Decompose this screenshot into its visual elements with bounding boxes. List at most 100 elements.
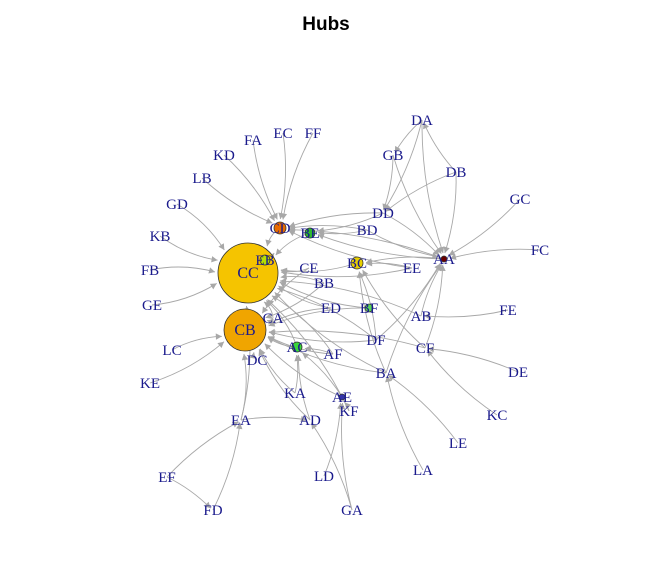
arrowhead-LB-CD [265,217,273,224]
arrowhead-GC-AA [448,249,456,256]
edge-CF-AA [424,264,444,349]
edge-BB-CB [265,282,325,319]
node-label-FA: FA [244,133,262,149]
edge-KC-CF [426,349,498,416]
node-label-EE: EE [403,261,421,277]
arrowhead-DE-CF [427,346,435,353]
node-label-KC: KC [487,408,508,424]
edge-DB-DD [385,171,457,212]
edge-CF-BC [362,269,426,349]
edge-FA-CD [252,139,278,220]
node-label-KE: KE [140,376,160,392]
arrowhead-GD-CC [218,243,225,251]
edge-FD-EA [212,422,241,511]
arrowhead-LE-BA [388,375,395,382]
edge-DD-CD [288,212,384,228]
edge-DA-AA [421,119,444,254]
edge-LD-AE [323,402,342,477]
node-label-LE: LE [449,436,467,452]
node-label-AA: AA [433,252,455,268]
node-label-BA: BA [376,366,397,382]
node-EB [259,254,271,266]
arrowhead-CE-CB [262,306,269,314]
arrowhead-AE-AC [302,352,310,360]
edge-BF-CB [268,307,370,327]
arrowhead-DA-GB [394,145,401,153]
arrowhead-CA-CB [267,318,274,326]
arrowhead-AE-CB [264,343,272,351]
arrowhead-KE-CB [217,341,225,349]
arrowhead-FB-CC [208,267,216,274]
edge-DD-AA [382,212,440,256]
node-label-DA: DA [411,113,433,129]
node-label-AE: AE [332,390,352,406]
edge-FE-AB [423,309,509,318]
node-label-EF: EF [158,470,176,486]
arrowhead-KF-CC [267,299,275,307]
node-label-AB: AB [411,309,432,325]
edge-EE-CD [288,230,413,269]
arrowhead-EA-CB [241,353,249,361]
edge-AA-BC [365,256,445,264]
node-label-BC: BC [347,256,367,272]
arrowhead-AF-AC [304,345,311,352]
edge-LB-CD [201,177,273,224]
node-label-KD: KD [213,148,235,164]
arrowhead-AA-BE [317,233,325,240]
edge-GD-CC [176,203,225,251]
arrowhead-GB-DD [382,203,389,211]
edge-DF-CC [277,287,377,341]
arrowhead-DB-DA [423,122,429,130]
edge-EF-EA [166,421,239,478]
arrowhead-EA-AD [300,415,307,423]
node-label-CE: CE [299,261,318,277]
arrowhead-BF-CC [279,282,287,288]
arrowhead-LA-BA [385,375,392,383]
arrowhead-AA-BC [365,258,373,265]
arrowhead-GE-CC [209,283,217,290]
node-label-AC: AC [287,340,308,356]
node-label-FC: FC [531,243,549,259]
node-label-KA: KA [284,386,306,402]
arrowhead-AC-CB [267,337,275,344]
node-label-DE: DE [508,365,528,381]
edge-FB-CC [149,266,216,273]
edge-BC-CC [280,262,358,272]
node-BE [304,227,316,239]
arrowhead-KB-CC [211,256,218,263]
edge-AD-CB [258,349,311,421]
node-CD [273,221,287,235]
edge-GC-AA [448,198,521,256]
arrowhead-FF-CD [280,213,288,220]
arrowhead-EF-FD [204,501,211,509]
edge-KE-CB [149,341,225,384]
node-label-FF: FF [305,126,322,142]
arrowhead-BA-CC [274,292,282,299]
edge-GB-AA [392,154,442,254]
node-label-GA: GA [341,503,363,519]
node-label-GE: GE [142,298,162,314]
edge-CF-CB [268,330,426,349]
edge-BF-CC [279,281,370,309]
edge-DE-CF [427,348,519,373]
node-AA [440,255,448,263]
arrowhead-AD-AC [295,354,302,361]
node-label-KB: KB [150,229,171,245]
node-label-DB: DB [446,165,467,181]
arrowhead-KF-AE [344,402,352,409]
arrowhead-DC-CB [249,352,257,359]
node-CB [223,308,267,352]
node-label-EB: EB [255,253,274,269]
arrowhead-GA-AD [311,422,318,430]
node-label-LC: LC [162,343,181,359]
edge-DB-AA [444,171,457,254]
edge-BA-AA [385,264,442,374]
arrowhead-EF-EA [231,421,239,428]
node-label-KF: KF [339,404,358,420]
edge-BA-CB [267,336,387,374]
edge-GA-AD [310,422,353,511]
node-label-BE: BE [300,226,319,242]
node-label-CF: CF [416,341,434,357]
